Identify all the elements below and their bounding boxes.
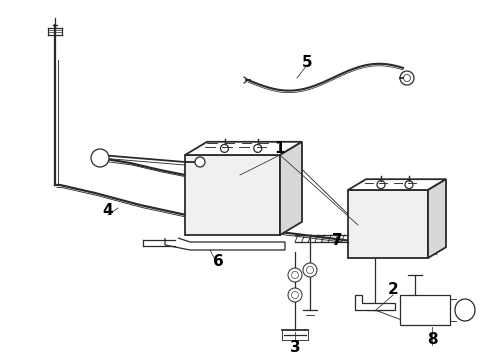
Circle shape: [405, 181, 413, 189]
Text: 2: 2: [388, 283, 398, 297]
Text: 1: 1: [275, 140, 285, 156]
Polygon shape: [185, 155, 280, 235]
Text: 3: 3: [290, 339, 300, 355]
Text: 6: 6: [213, 255, 223, 270]
Text: 4: 4: [103, 202, 113, 217]
Circle shape: [303, 263, 317, 277]
Circle shape: [377, 181, 385, 189]
Circle shape: [288, 268, 302, 282]
Polygon shape: [428, 179, 446, 258]
Circle shape: [91, 149, 109, 167]
Polygon shape: [185, 142, 302, 155]
Circle shape: [220, 144, 228, 152]
Text: 8: 8: [427, 333, 437, 347]
Circle shape: [288, 288, 302, 302]
Circle shape: [400, 71, 414, 85]
Circle shape: [254, 144, 262, 152]
Text: 7: 7: [332, 233, 343, 248]
Polygon shape: [348, 179, 446, 190]
Polygon shape: [355, 295, 395, 310]
Polygon shape: [400, 295, 450, 325]
Polygon shape: [348, 190, 428, 258]
Polygon shape: [280, 142, 302, 235]
Ellipse shape: [455, 299, 475, 321]
Text: 5: 5: [302, 54, 312, 69]
Circle shape: [195, 157, 205, 167]
